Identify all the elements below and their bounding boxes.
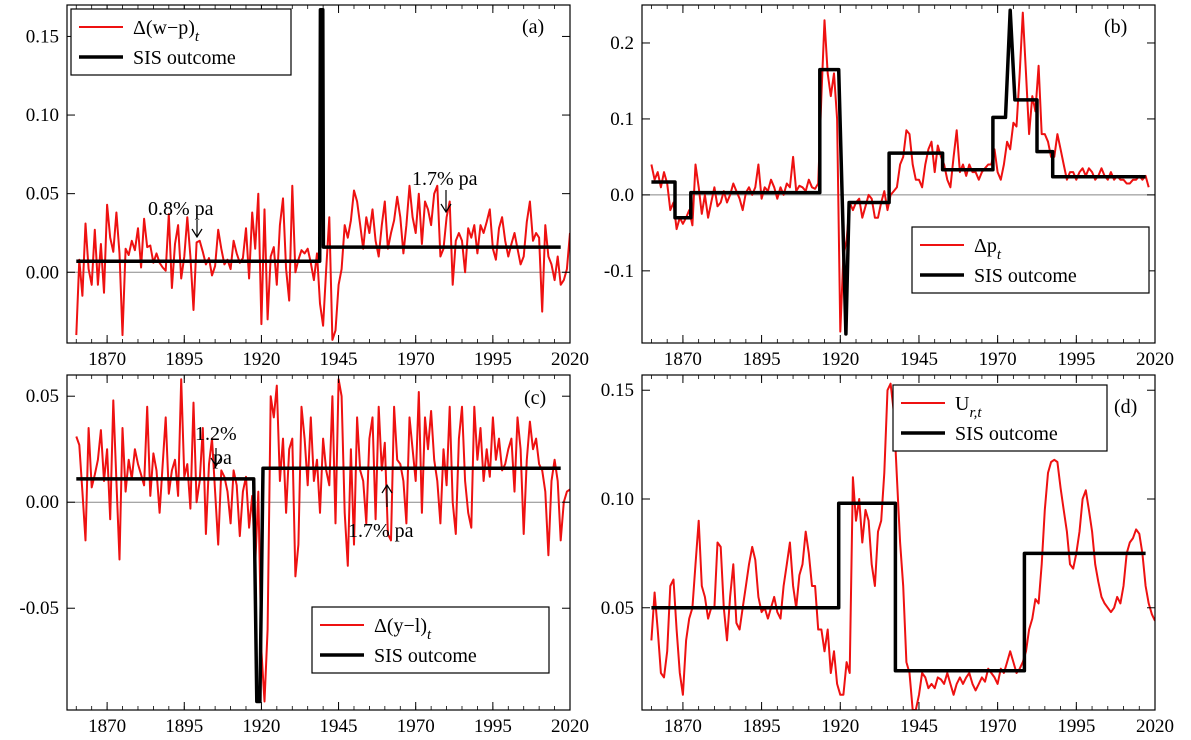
x-tick-label: 2020 bbox=[1136, 716, 1174, 737]
x-tick-label: 1995 bbox=[474, 349, 512, 370]
x-tick-label: 1995 bbox=[1057, 716, 1095, 737]
plot-area bbox=[650, 8, 1150, 336]
x-tick-label: 1970 bbox=[397, 349, 435, 370]
annotation-arrow-head bbox=[381, 483, 393, 494]
annotation-arrow-head bbox=[440, 203, 452, 214]
panel-label: (d) bbox=[1114, 396, 1137, 418]
x-tick-label: 1945 bbox=[320, 349, 358, 370]
legend-label: Δ(y−l)t bbox=[374, 615, 432, 643]
legend-box bbox=[70, 8, 292, 76]
x-tick-label: 2020 bbox=[1136, 349, 1174, 370]
x-tick-label: 1895 bbox=[743, 716, 781, 737]
plot-area bbox=[75, 378, 570, 704]
y-tick-label: 0.00 bbox=[26, 262, 59, 283]
sis-outcome-line bbox=[76, 466, 561, 704]
legend-name: SIS outcome bbox=[374, 645, 477, 667]
x-tick-label: 1870 bbox=[88, 349, 126, 370]
panel-label: (a) bbox=[522, 16, 544, 38]
plot-frame bbox=[66, 374, 571, 711]
plot-area bbox=[650, 382, 1155, 710]
x-tick-label: 1870 bbox=[664, 349, 702, 370]
legend-name: SIS outcome bbox=[133, 47, 236, 69]
panel-a: 1870 1895 1920 1945 1970 1995 2020 0.00 0.05 0.10… bbox=[26, 4, 589, 370]
x-tick-label: 1870 bbox=[664, 716, 702, 737]
y-tick-label: 0.0 bbox=[610, 185, 634, 206]
data-series-line bbox=[650, 382, 1155, 710]
x-tick-label: 1920 bbox=[242, 716, 280, 737]
legend-name: Δ(y−l) bbox=[374, 615, 427, 637]
x-tick-label: 1945 bbox=[900, 716, 938, 737]
legend-name: U bbox=[955, 393, 970, 415]
legend-label: SIS outcome bbox=[955, 423, 1058, 445]
x-tick-label: 1920 bbox=[821, 349, 859, 370]
annotation-text: 1.7% pa bbox=[412, 168, 478, 190]
x-tick-label: 1920 bbox=[821, 716, 859, 737]
legend-name: Δp bbox=[974, 235, 997, 257]
legend-subscript: r,t bbox=[969, 405, 982, 421]
annotation-arrow-head bbox=[191, 228, 203, 239]
legend-box bbox=[892, 384, 1108, 452]
panel-c: 1870 1895 1920 1945 1970 1995 2020 -0.05 0.00 0.0… bbox=[19, 374, 589, 737]
panel-b: 1870 1895 1920 1945 1970 1995 2020 -0.1 0.0 0.1 0.… bbox=[604, 4, 1174, 370]
plot-frame bbox=[641, 374, 1156, 711]
x-tick-label: 1945 bbox=[320, 716, 358, 737]
y-tick-label: 0.10 bbox=[26, 105, 59, 126]
plot-frame bbox=[641, 4, 1156, 344]
legend-label: SIS outcome bbox=[374, 645, 477, 667]
legend-label: Ur,t bbox=[955, 393, 982, 421]
annotation-text: 1.7% pa bbox=[348, 520, 414, 542]
legend-subscript: t bbox=[427, 627, 432, 643]
x-tick-label: 1895 bbox=[165, 349, 203, 370]
x-tick-label: 1920 bbox=[242, 349, 280, 370]
annotation-text: 0.8% pa bbox=[148, 198, 214, 220]
x-tick-label: 1970 bbox=[397, 716, 435, 737]
legend-box bbox=[911, 226, 1150, 294]
y-tick-label: 0.15 bbox=[26, 26, 59, 47]
legend-name: SIS outcome bbox=[955, 423, 1058, 445]
plot-area bbox=[75, 7, 570, 341]
x-tick-label: 1945 bbox=[900, 349, 938, 370]
y-tick-label: 0.05 bbox=[26, 386, 59, 407]
x-tick-label: 2020 bbox=[551, 349, 589, 370]
sis-outcome-line bbox=[651, 8, 1146, 336]
x-tick-label: 1895 bbox=[743, 349, 781, 370]
legend-label: SIS outcome bbox=[133, 47, 236, 69]
y-tick-label: 0.05 bbox=[601, 598, 634, 619]
legend-subscript: t bbox=[195, 29, 200, 45]
sis-outcome-line bbox=[651, 501, 1146, 673]
y-tick-label: 0.05 bbox=[26, 184, 59, 205]
legend-name: SIS outcome bbox=[974, 265, 1077, 287]
y-tick-label: 0.10 bbox=[601, 489, 634, 510]
y-tick-label: 0.2 bbox=[610, 33, 634, 54]
x-tick-label: 1995 bbox=[1057, 349, 1095, 370]
x-tick-label: 1970 bbox=[979, 716, 1017, 737]
y-tick-label: -0.1 bbox=[604, 261, 634, 282]
legend-label: SIS outcome bbox=[974, 265, 1077, 287]
sis-outcome-line bbox=[76, 7, 561, 264]
legend-label: Δpt bbox=[974, 235, 1002, 263]
x-tick-label: 1870 bbox=[88, 716, 126, 737]
legend-subscript: t bbox=[997, 247, 1002, 263]
legend-name: Δ(w−p) bbox=[133, 17, 195, 39]
panel-d: 1870 1895 1920 1945 1970 1995 2020 0.05 0.10 0.15… bbox=[601, 374, 1174, 737]
y-tick-label: 0.00 bbox=[26, 492, 59, 513]
data-series-line bbox=[650, 11, 1150, 333]
legend-box bbox=[311, 606, 550, 674]
plot-frame bbox=[66, 4, 571, 344]
x-tick-label: 1970 bbox=[979, 349, 1017, 370]
x-tick-label: 1995 bbox=[474, 716, 512, 737]
y-tick-label: 0.15 bbox=[601, 380, 634, 401]
panel-label: (c) bbox=[524, 387, 546, 409]
y-tick-label: -0.05 bbox=[19, 598, 59, 619]
x-tick-label: 2020 bbox=[551, 716, 589, 737]
legend-label: Δ(w−p)t bbox=[133, 17, 200, 45]
y-tick-label: 0.1 bbox=[610, 109, 634, 130]
panel-label: (b) bbox=[1104, 16, 1127, 38]
x-tick-label: 1895 bbox=[165, 716, 203, 737]
annotation-text: 1.2% bbox=[195, 423, 237, 445]
annotation-arrow-head bbox=[210, 457, 222, 468]
